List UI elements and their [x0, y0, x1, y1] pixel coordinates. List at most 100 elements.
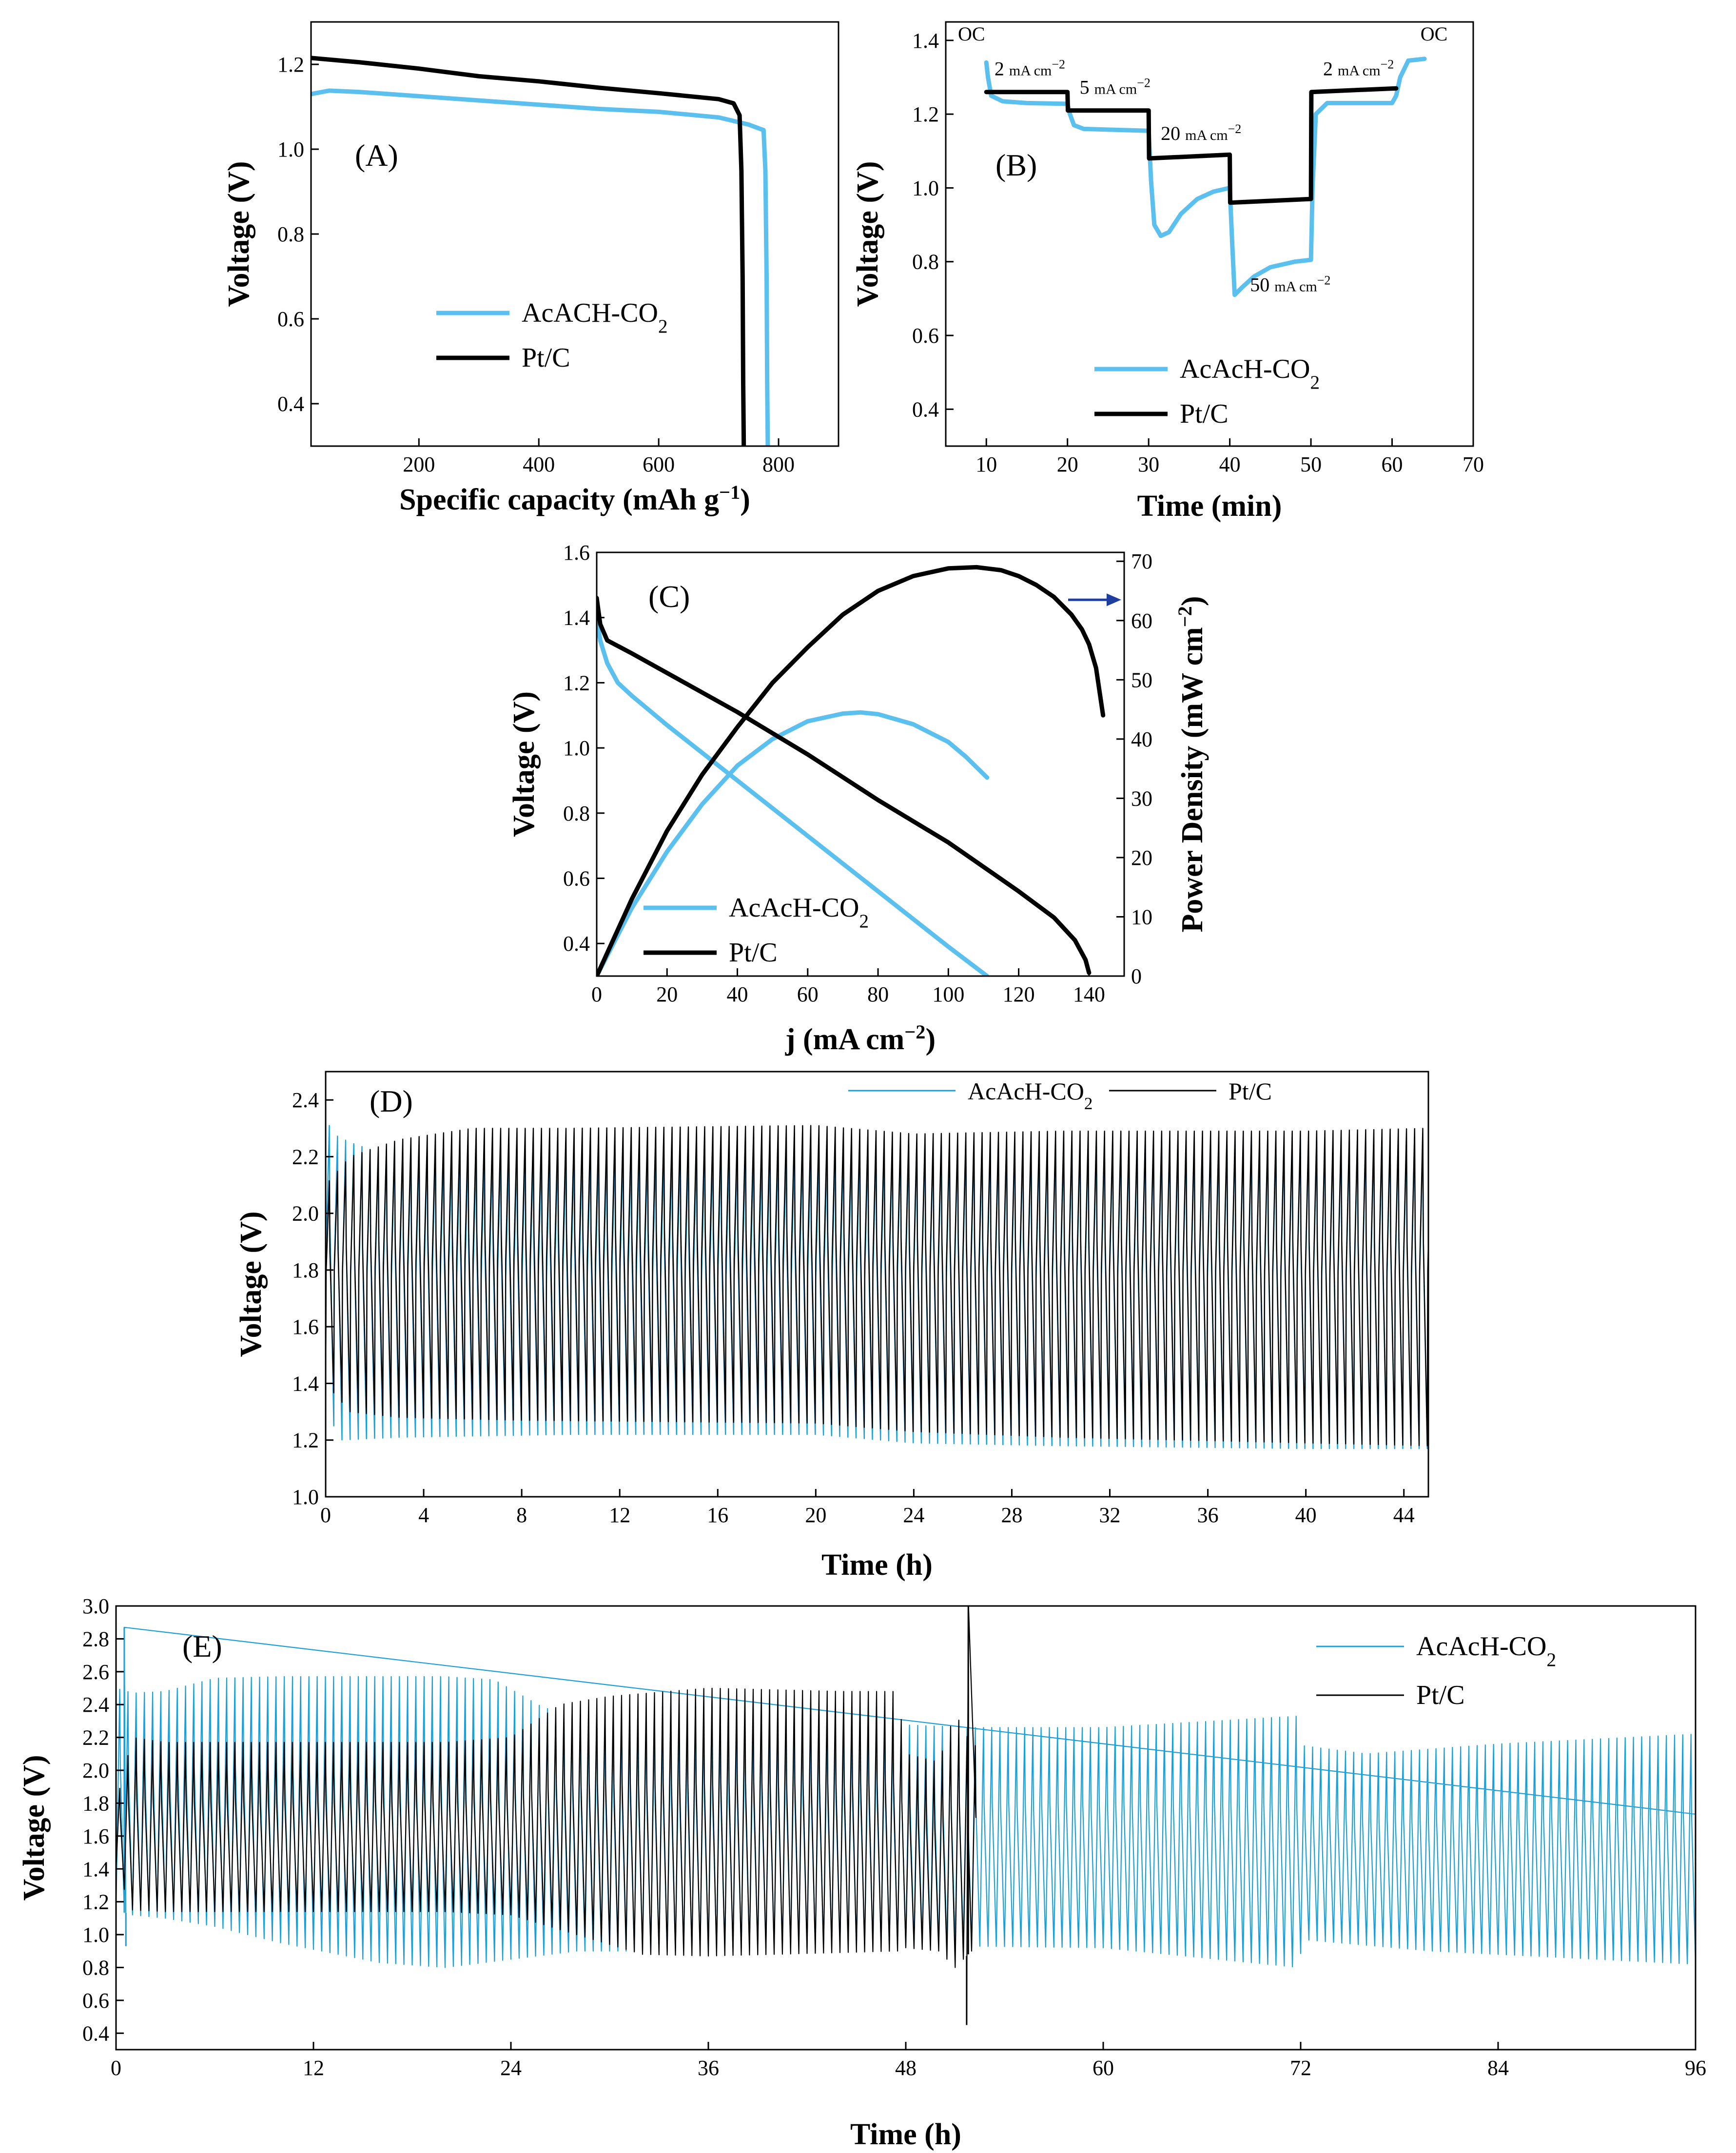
- legend-pt-c-label: Pt/C: [1229, 1077, 1272, 1105]
- legend-acach-co-label: AcACH-CO2: [522, 298, 668, 337]
- x-tick-label: 24: [500, 2056, 522, 2080]
- x-tick-label: 40: [1219, 452, 1241, 476]
- series-acach-co2-voltage: [597, 615, 990, 976]
- series-acach-co2: [116, 1626, 1696, 1968]
- plot-frame: [945, 21, 1474, 447]
- y-tick-label: 1.0: [277, 137, 304, 161]
- y2-tick-label: 30: [1131, 786, 1152, 810]
- y-tick-label: 0.6: [82, 1989, 109, 2013]
- legend: AcAcH-CO2 Pt/C: [644, 893, 869, 968]
- y-tick-label: 0.8: [912, 250, 939, 274]
- x-tick-label: 36: [1197, 1503, 1219, 1527]
- x-tick-label: 60: [797, 982, 819, 1006]
- y2-axis-label: Power Density (mW cm−2): [1174, 596, 1209, 933]
- y-tick-label: 1.6: [82, 1824, 109, 1848]
- x-tick-label: 100: [932, 982, 964, 1006]
- annotation: 5 mA cm−2: [1080, 76, 1151, 98]
- y-tick-label: 2.0: [292, 1202, 319, 1226]
- y-tick-label: 1.4: [912, 29, 939, 53]
- x-tick-label: 72: [1290, 2056, 1311, 2080]
- legend-pt-c-label: Pt/C: [1180, 399, 1229, 429]
- annotation: 2 mA cm−2: [1323, 57, 1394, 80]
- x-tick-label: 0: [591, 982, 602, 1006]
- y-tick-label: 1.4: [563, 606, 590, 630]
- y-tick-label: 1.0: [292, 1485, 319, 1509]
- x-tick-label: 10: [975, 452, 997, 476]
- x-axis-label: Time (h): [821, 1548, 933, 1582]
- y-tick-label: 1.4: [292, 1371, 319, 1395]
- x-tick-label: 40: [1295, 1503, 1317, 1527]
- y-tick-label: 1.2: [277, 53, 304, 77]
- x-tick-label: 36: [698, 2056, 719, 2080]
- y-tick-label: 1.4: [82, 1857, 109, 1881]
- panel-a: 200 400 600 800 0.4 0.6 0.8 1.0 1.2 Specific capa…: [222, 21, 839, 517]
- legend-pt-c-label: Pt/C: [729, 938, 778, 968]
- panel-d: 0 4 8 12 16 20 24 28 32 36 40 44 1.0 1.2 1.4 1.6 1.8 2.0 2…: [234, 1071, 1429, 1582]
- panel-e: 0 12 24 36 48 60 72 84 96 0.4 0.6 0.8 1.0 1.2 1.4 1.6 1.…: [18, 1594, 1706, 2151]
- x-tick-label: 200: [403, 452, 435, 476]
- y-tick-label: 0.4: [912, 397, 939, 421]
- y-tick-label: 1.6: [292, 1315, 319, 1339]
- x-tick-label: 50: [1300, 452, 1322, 476]
- y-tick-label: 0.6: [912, 324, 939, 348]
- y-axis-label: Voltage (V): [851, 161, 884, 307]
- legend: AcACH-CO2 Pt/C: [436, 298, 668, 373]
- legend-acach-co-label: AcAcH-CO2: [1180, 354, 1320, 393]
- series-pt-c: [311, 56, 746, 446]
- y-tick-label: 2.6: [82, 1660, 109, 1684]
- x-tick-label: 70: [1463, 452, 1484, 476]
- x-tick-label: 12: [609, 1503, 630, 1527]
- y2-tick-label: 0: [1131, 964, 1142, 988]
- series-acach-co2-power: [597, 710, 990, 976]
- y2-tick-label: 50: [1131, 668, 1152, 692]
- x-tick-label: 600: [643, 452, 675, 476]
- annotation: 20 mA cm−2: [1161, 122, 1241, 145]
- x-axis-label: Time (min): [1137, 489, 1282, 523]
- x-axis-label: Specific capacity (mAh g−1): [399, 481, 750, 517]
- legend-acach-co-label: AcAcH-CO2: [729, 893, 869, 932]
- panel-c: 0 20 40 60 80 100 120 140 0.4 0.6 0.8 1.0 1.2 1.4 1.6 0…: [507, 541, 1209, 1056]
- x-tick-label: 44: [1393, 1503, 1415, 1527]
- y2-tick-label: 10: [1131, 905, 1152, 929]
- y-tick-label: 1.0: [912, 176, 939, 200]
- x-tick-label: 60: [1382, 452, 1403, 476]
- y-tick-label: 1.6: [563, 541, 590, 565]
- y-axis-label: Voltage (V): [222, 161, 255, 307]
- x-axis-label: j (mA cm−2): [785, 1021, 936, 1057]
- y2-tick-label: 60: [1131, 609, 1152, 633]
- series-acach-co2: [984, 57, 1427, 297]
- y-tick-label: 0.8: [82, 1956, 109, 1979]
- y-tick-label: 2.0: [82, 1759, 109, 1782]
- panel-label: (B): [995, 148, 1037, 182]
- y-tick-label: 0.4: [82, 2021, 109, 2045]
- y-axis-label: Voltage (V): [234, 1211, 268, 1357]
- legend: AcAcH-CO2 Pt/C: [1316, 1631, 1556, 1710]
- legend-acach-co-label: AcAcH-CO2: [968, 1077, 1092, 1113]
- right-axis-arrowhead: [1107, 593, 1121, 607]
- y-tick-label: 1.8: [292, 1258, 319, 1282]
- y-tick-label: 0.6: [563, 866, 590, 890]
- y-axis-label: Voltage (V): [507, 691, 541, 837]
- x-tick-label: 20: [805, 1503, 826, 1527]
- annotation: 2 mA cm−2: [995, 57, 1065, 80]
- y-tick-label: 1.2: [82, 1890, 109, 1914]
- panel-b: 10 20 30 40 50 60 70 0.4 0.6 0.8 1.0 1.2 1.4 Time (mi…: [851, 21, 1484, 523]
- x-tick-label: 30: [1138, 452, 1159, 476]
- y-tick-label: 2.8: [82, 1627, 109, 1651]
- y-axis-label: Voltage (V): [18, 1755, 51, 1900]
- y-tick-label: 0.4: [563, 932, 590, 956]
- y2-tick-label: 40: [1131, 727, 1152, 751]
- annotation: OC: [958, 23, 985, 45]
- x-tick-label: 48: [895, 2056, 917, 2080]
- y-tick-label: 1.8: [82, 1791, 109, 1815]
- x-tick-label: 80: [867, 982, 889, 1006]
- x-tick-label: 0: [111, 2056, 121, 2080]
- y-tick-label: 1.2: [912, 102, 939, 126]
- annotation: 50 mA cm−2: [1250, 273, 1330, 296]
- y-tick-label: 2.4: [82, 1693, 109, 1717]
- x-tick-label: 12: [303, 2056, 324, 2080]
- plot-frame: [115, 1605, 1697, 2051]
- y-tick-label: 2.4: [292, 1088, 319, 1112]
- series-pt-c: [116, 1606, 976, 2025]
